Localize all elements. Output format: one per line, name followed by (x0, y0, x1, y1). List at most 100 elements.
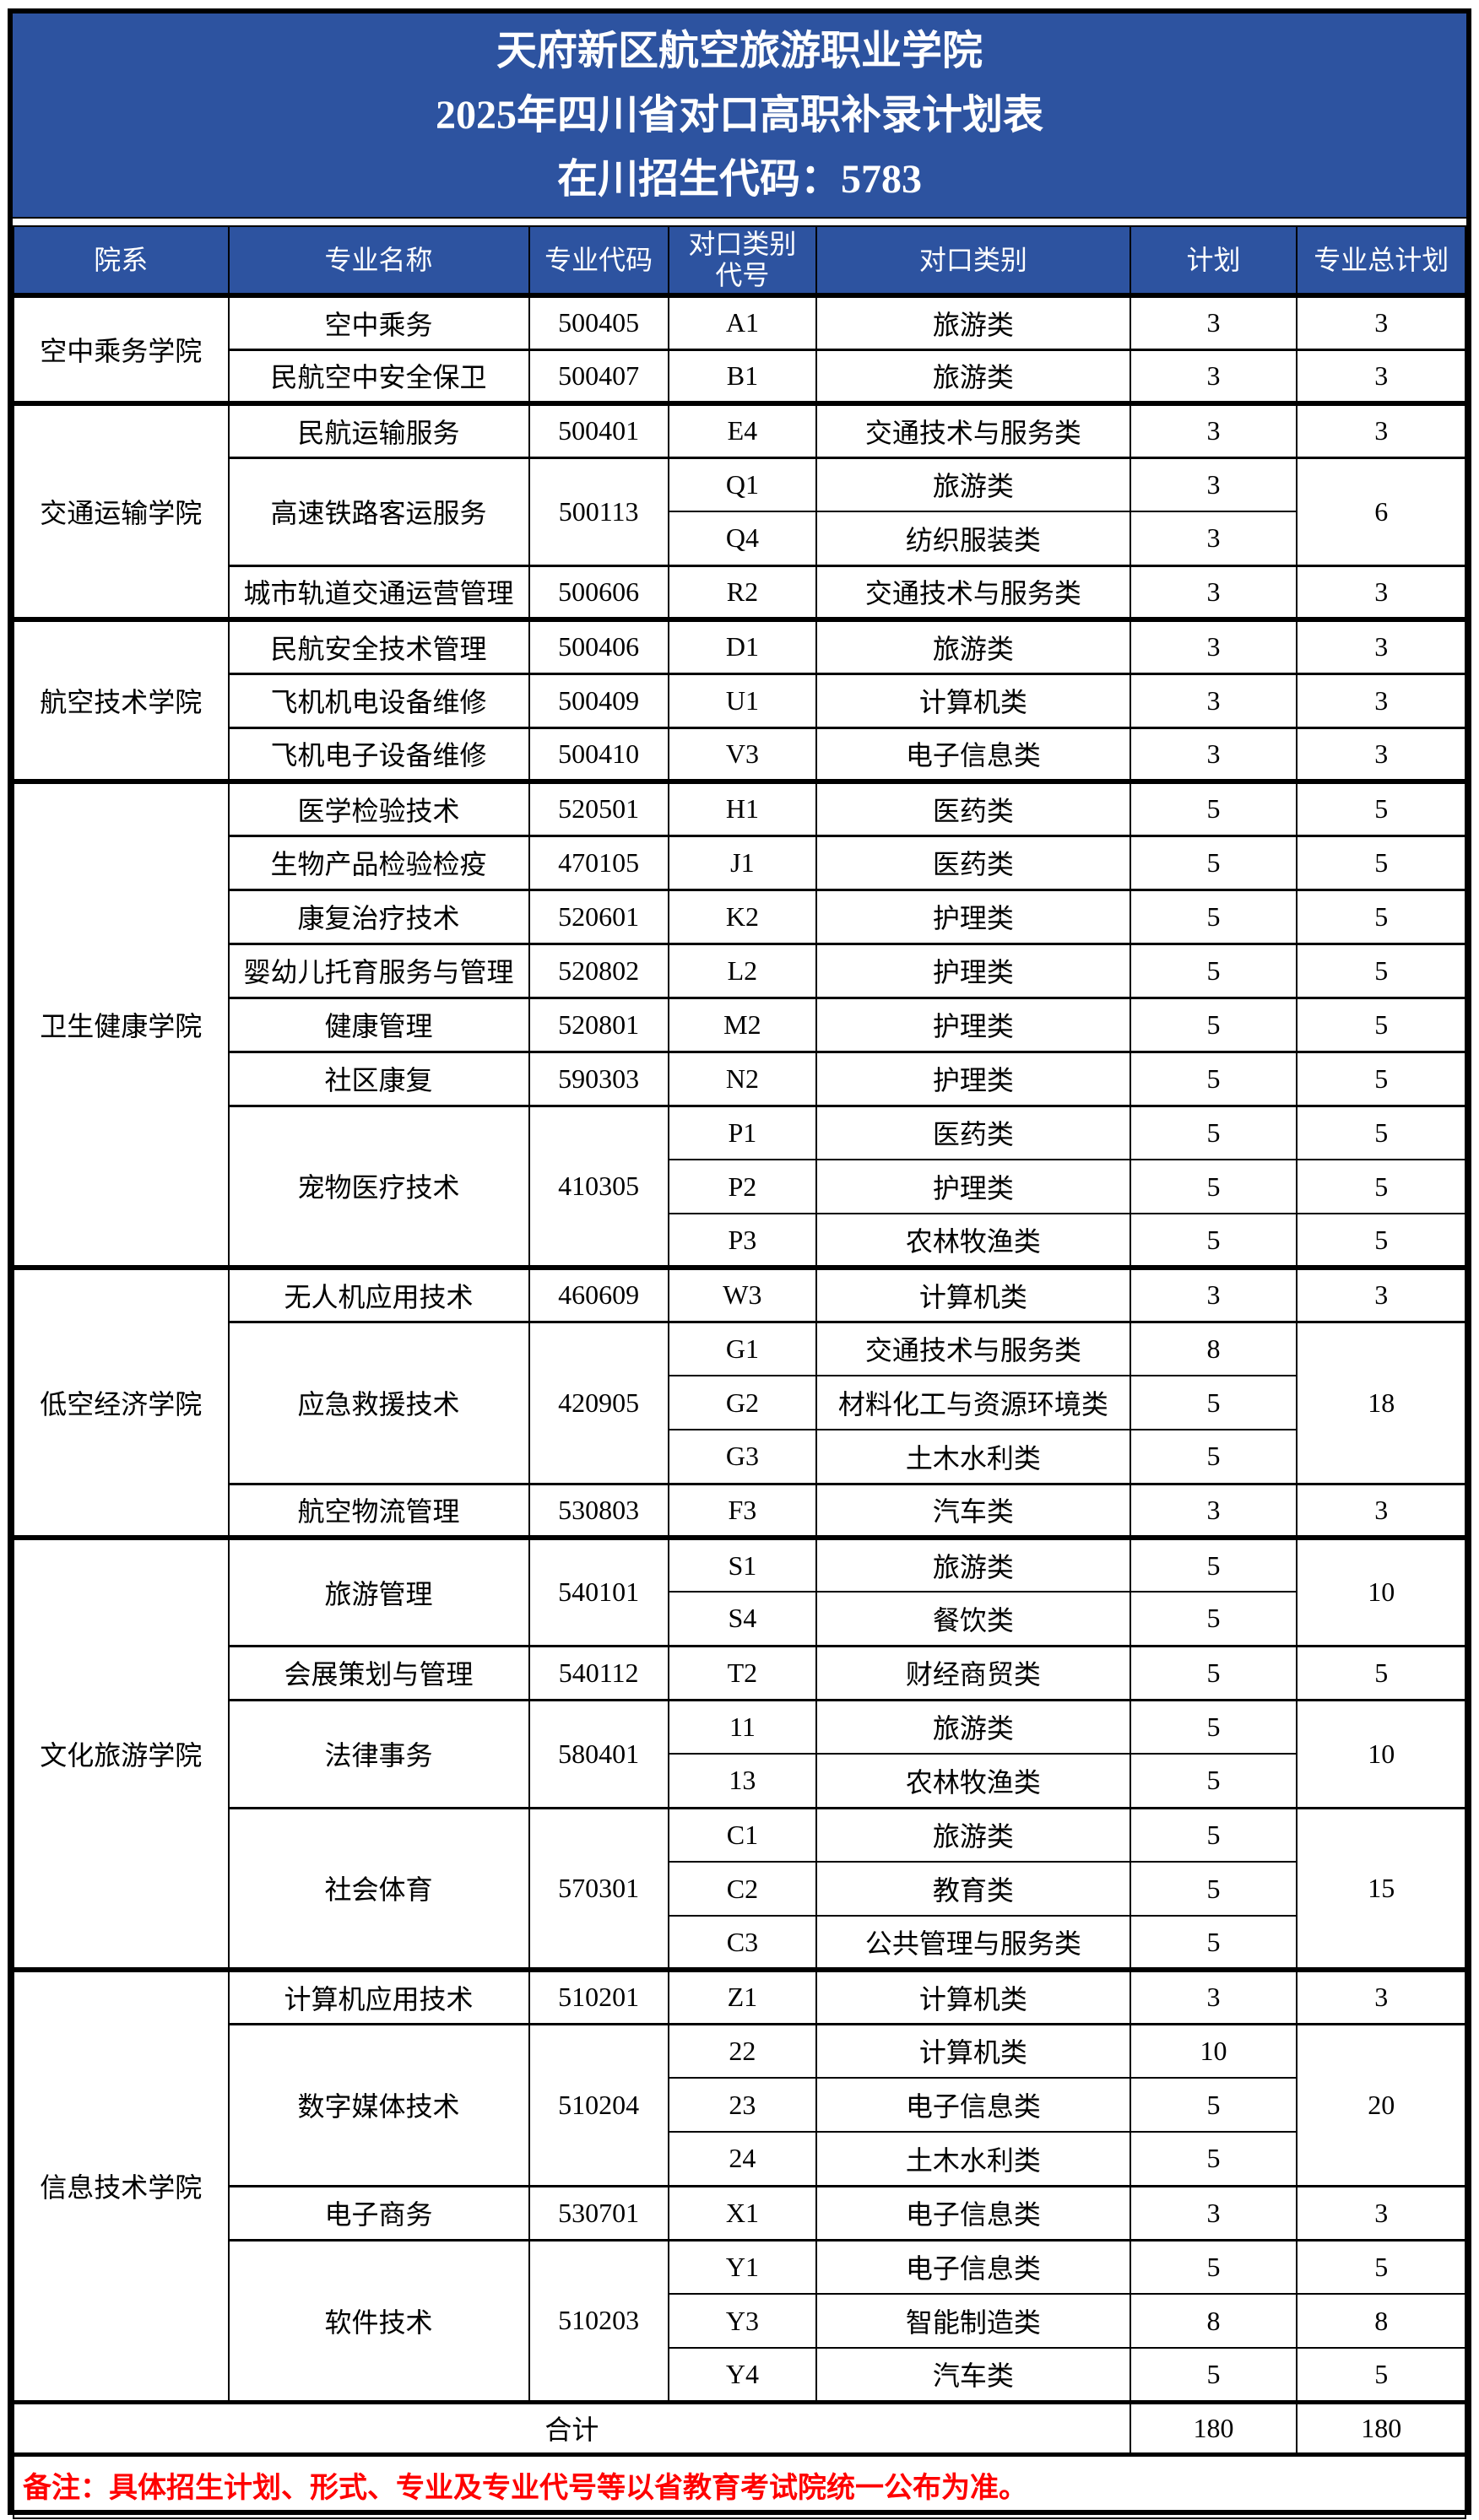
category-code-cell: 24 (667, 2131, 818, 2187)
plan-cell: 3 (1129, 401, 1298, 458)
major-code-cell: 510201 (528, 1967, 669, 2025)
plan-cell: 3 (1129, 2184, 1298, 2241)
major-name-cell: 社区康复 (227, 1050, 530, 1106)
plan-cell: 8 (1129, 2293, 1298, 2349)
table-row: 信息技术学院 计算机应用技术 510201 Z1 计算机类 3 3 (13, 1967, 1466, 2403)
entry-total-cell: 3 (1296, 726, 1466, 782)
category-cell: 旅游类 (815, 1806, 1131, 1863)
major-name-cell: 无人机应用技术 (227, 1265, 530, 1322)
table-row: G2 材料化工与资源环境类 5 (14, 1375, 1465, 1430)
plan-cell: 5 (1129, 1861, 1298, 1917)
plan-table-body: 空中乘务学院 空中乘务 500405 A1 旅游类 3 3 民航空中安全保卫 500407 B1 旅… (13, 293, 1466, 2403)
category-cell: 旅游类 (815, 1535, 1131, 1593)
category-cell: 农林牧渔类 (815, 1213, 1131, 1268)
major-code-cell: 500409 (528, 672, 669, 728)
category-cell: 财经商贸类 (815, 1644, 1131, 1701)
major-code-cell: 520601 (528, 888, 669, 944)
title-gap (13, 219, 1466, 225)
entry-total-cell: 3 (1296, 672, 1466, 728)
major-name-cell: 婴幼儿托育服务与管理 (227, 942, 530, 998)
category-code-cell: E4 (667, 401, 818, 458)
category-code-cell: G1 (667, 1320, 818, 1376)
category-cell: 土木水利类 (815, 1429, 1131, 1484)
header-cell-college: 院系 (13, 225, 230, 296)
title-line-enrollment-code: 在川招生代码：5783 (556, 156, 922, 202)
header-cell-plan: 计划 (1129, 225, 1298, 296)
category-code-cell: S4 (667, 1591, 818, 1647)
category-code-cell: N2 (667, 1050, 818, 1106)
table-row: 电子商务 530701 X1 电子信息类 3 3 (14, 2184, 1466, 2241)
category-code-cell: P2 (667, 1159, 818, 1214)
plan-cell: 5 (1129, 834, 1298, 890)
table-row: 应急救援技术 420905 G1 交通技术与服务类 8 18 (14, 1320, 1466, 1484)
entry-total-cell: 5 (1296, 2238, 1466, 2295)
plan-cell: 8 (1129, 1320, 1298, 1376)
note-text-cell: 备注：具体招生计划、形式、专业及专业代号等以省教育考试院统一公布为准。 (13, 2452, 1466, 2519)
table-row: 民航空中安全保卫 500407 B1 旅游类 3 3 (14, 348, 1466, 404)
table-row: 社区康复 590303 N2 护理类 5 5 (14, 1050, 1466, 1106)
table-row: 法律事务 580401 11 旅游类 5 10 (14, 1698, 1466, 1809)
category-cell: 汽车类 (815, 2347, 1131, 2403)
category-code-cell: C1 (667, 1806, 818, 1863)
major-code-cell: 420905 (528, 1320, 669, 1484)
plan-cell: 3 (1129, 1265, 1298, 1322)
table-row: 13 农林牧渔类 5 (14, 1753, 1465, 1809)
major-name-cell: 飞机机电设备维修 (227, 672, 530, 728)
major-name-cell: 高速铁路客运服务 (227, 456, 530, 566)
major-name-cell: 航空物流管理 (227, 1482, 530, 1538)
major-name-cell: 医学检验技术 (227, 779, 530, 836)
table-row: C3 公共管理与服务类 5 (14, 1915, 1465, 1971)
entry-total-cell: 5 (1296, 1104, 1466, 1160)
category-cell: 教育类 (815, 1861, 1131, 1917)
table-row: P2 护理类 5 5 (14, 1159, 1466, 1214)
category-code-cell: P3 (667, 1213, 818, 1268)
category-cell: 交通技术与服务类 (815, 564, 1131, 620)
major-name-cell: 城市轨道交通运营管理 (227, 564, 530, 620)
major-name-cell: 空中乘务 (227, 293, 530, 350)
category-cell: 医药类 (815, 1104, 1131, 1160)
entry-total-cell: 3 (1296, 1967, 1466, 2025)
plan-cell: 5 (1129, 1698, 1298, 1755)
header-cell-category: 对口类别 (815, 225, 1131, 296)
major-name-cell: 民航安全技术管理 (227, 617, 530, 674)
major-total-cell: 18 (1296, 1320, 1466, 1484)
category-code-cell: W3 (667, 1265, 818, 1322)
category-code-cell: H1 (667, 779, 818, 836)
category-cell: 电子信息类 (815, 2077, 1131, 2133)
table-row: 23 电子信息类 5 (14, 2077, 1465, 2133)
plan-cell: 5 (1129, 1375, 1298, 1430)
major-name-cell: 软件技术 (227, 2238, 530, 2403)
major-code-cell: 510203 (528, 2238, 669, 2403)
plan-cell: 5 (1129, 2238, 1298, 2295)
category-code-cell: S1 (667, 1535, 818, 1593)
major-total-cell: 10 (1296, 1535, 1466, 1647)
table-row: 高速铁路客运服务 500113 Q1 旅游类 3 6 (14, 456, 1466, 566)
category-code-cell: 13 (667, 1753, 818, 1809)
major-name-cell: 法律事务 (227, 1698, 530, 1809)
total-sum-cell: 180 (1296, 2399, 1466, 2455)
college-cell: 交通运输学院 (13, 401, 230, 620)
header-cell-major-code: 专业代码 (528, 225, 669, 296)
category-cell: 纺织服装类 (815, 511, 1131, 566)
plan-cell: 3 (1129, 672, 1298, 728)
plan-cell: 5 (1129, 2347, 1298, 2403)
plan-cell: 5 (1129, 1535, 1298, 1593)
entry-total-cell: 5 (1296, 779, 1466, 836)
category-code-cell: T2 (667, 1644, 818, 1701)
major-code-cell: 540112 (528, 1644, 669, 1701)
entry-total-cell: 5 (1296, 834, 1466, 890)
table-row: 24 土木水利类 5 (14, 2131, 1465, 2187)
plan-cell: 5 (1129, 779, 1298, 836)
table-row: 城市轨道交通运营管理 500606 R2 交通技术与服务类 3 3 (14, 564, 1466, 620)
major-code-cell: 470105 (528, 834, 669, 890)
major-code-cell: 500407 (528, 348, 669, 404)
header-cell-category-code: 对口类别 代号 (667, 225, 818, 296)
table-row: 低空经济学院 无人机应用技术 460609 W3 计算机类 3 3 (13, 1265, 1466, 1538)
header-row: 院系 专业名称 专业代码 对口类别 代号 对口类别 计划 专业总计划 (13, 225, 1466, 296)
major-name-cell: 电子商务 (227, 2184, 530, 2241)
entry-total-cell: 3 (1296, 293, 1466, 350)
table-row: 社会体育 570301 C1 旅游类 5 15 (14, 1806, 1466, 1971)
category-cell: 交通技术与服务类 (815, 1320, 1131, 1376)
category-code-cell: A1 (667, 293, 818, 350)
entry-total-cell: 5 (1296, 996, 1466, 1052)
